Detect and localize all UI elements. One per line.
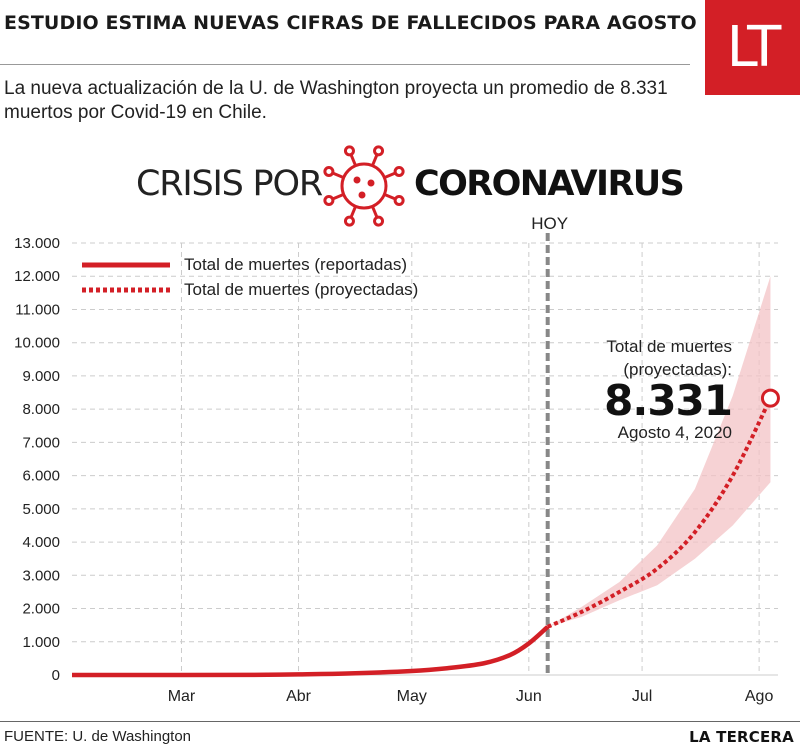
- publisher-credit: LA TERCERA: [689, 728, 794, 746]
- reported-deaths-line: [71, 625, 550, 678]
- series-lines: [71, 397, 773, 678]
- y-tick-label: 13.000: [14, 235, 60, 252]
- projection-annotation: Total de muertes (proyectadas):8.331Agost…: [604, 337, 780, 442]
- legend-label-projected: Total de muertes (proyectadas): [184, 280, 418, 299]
- x-tick-label: Jun: [516, 688, 542, 705]
- annotation-line2: (proyectadas):: [623, 360, 732, 379]
- virus-spike: [349, 154, 357, 167]
- virus-spike-tip: [393, 195, 405, 207]
- la-tercera-logo: LT: [705, 0, 800, 95]
- virus-spike-tip: [373, 215, 385, 227]
- projected-deaths-line: [546, 397, 773, 629]
- deaths-chart: HOY 0 1.000 2.000 3.000 4.000 5.000 6.000 7.000…: [14, 214, 780, 705]
- footer-divider: [0, 721, 800, 722]
- subtitle: La nueva actualización de la U. de Washi…: [4, 78, 668, 123]
- legend: Total de muertes (reportadas) Total de mu…: [82, 255, 418, 299]
- brand-left-text: CRISIS POR: [136, 164, 323, 204]
- y-tick-label: 1.000: [22, 634, 60, 651]
- virus-spike: [332, 193, 345, 201]
- projection-uncertainty-band: [547, 276, 771, 627]
- virus-spike-tip: [393, 165, 405, 177]
- virus-spike-tip: [343, 215, 355, 227]
- x-tick-label: Mar: [168, 688, 196, 705]
- headline: ESTUDIO ESTIMA NUEVAS CIFRAS DE FALLECID…: [4, 12, 697, 34]
- x-tick-label: Ago: [745, 688, 774, 705]
- y-tick-label: 0: [52, 667, 60, 684]
- annotation-value: 8.331: [604, 376, 732, 425]
- crisis-coronavirus-banner: CRISIS POR CORONAVIRUS: [0, 140, 800, 230]
- today-marker: HOY: [531, 214, 568, 675]
- today-label: HOY: [531, 214, 568, 233]
- y-tick-label: 5.000: [22, 501, 60, 518]
- top-divider: [0, 64, 690, 65]
- y-tick-label: 6.000: [22, 468, 60, 485]
- x-axis: Mar Abr May Jun Jul Ago: [168, 688, 774, 705]
- y-tick-label: 2.000: [22, 601, 60, 618]
- y-tick-label: 3.000: [22, 567, 60, 584]
- virus-spike: [371, 154, 379, 167]
- virus-spike: [383, 193, 396, 201]
- brand-right-text: CORONAVIRUS: [414, 164, 685, 204]
- virus-spike: [349, 205, 357, 218]
- virus-spike-tip: [323, 165, 335, 177]
- confidence-band: [547, 276, 771, 627]
- annotation-line1: Total de muertes: [606, 337, 732, 356]
- virus-spike-tip: [373, 145, 385, 157]
- virus-spike: [332, 171, 345, 179]
- y-tick-label: 7.000: [22, 434, 60, 451]
- y-tick-label: 9.000: [22, 368, 60, 385]
- y-tick-label: 12.000: [14, 268, 60, 285]
- virus-spike: [371, 205, 379, 218]
- y-tick-label: 10.000: [14, 335, 60, 352]
- x-tick-label: Abr: [286, 688, 312, 705]
- annotation-date: Agosto 4, 2020: [618, 423, 732, 442]
- x-tick-label: Jul: [632, 688, 652, 705]
- y-tick-label: 11.000: [15, 301, 60, 318]
- chart-grid: [72, 242, 778, 676]
- y-axis: 0 1.000 2.000 3.000 4.000 5.000 6.000 7.000 8.00…: [14, 235, 60, 684]
- coronavirus-icon: [323, 145, 405, 227]
- virus-spike-tip: [323, 195, 335, 207]
- virus-spike: [383, 171, 396, 179]
- source-note: FUENTE: U. de Washington: [4, 728, 192, 745]
- legend-label-reported: Total de muertes (reportadas): [184, 255, 407, 274]
- y-tick-label: 4.000: [22, 534, 60, 551]
- virus-spike-tip: [343, 145, 355, 157]
- x-tick-label: May: [397, 688, 427, 705]
- y-tick-label: 8.000: [22, 401, 60, 418]
- projected-endpoint-marker: [760, 388, 780, 408]
